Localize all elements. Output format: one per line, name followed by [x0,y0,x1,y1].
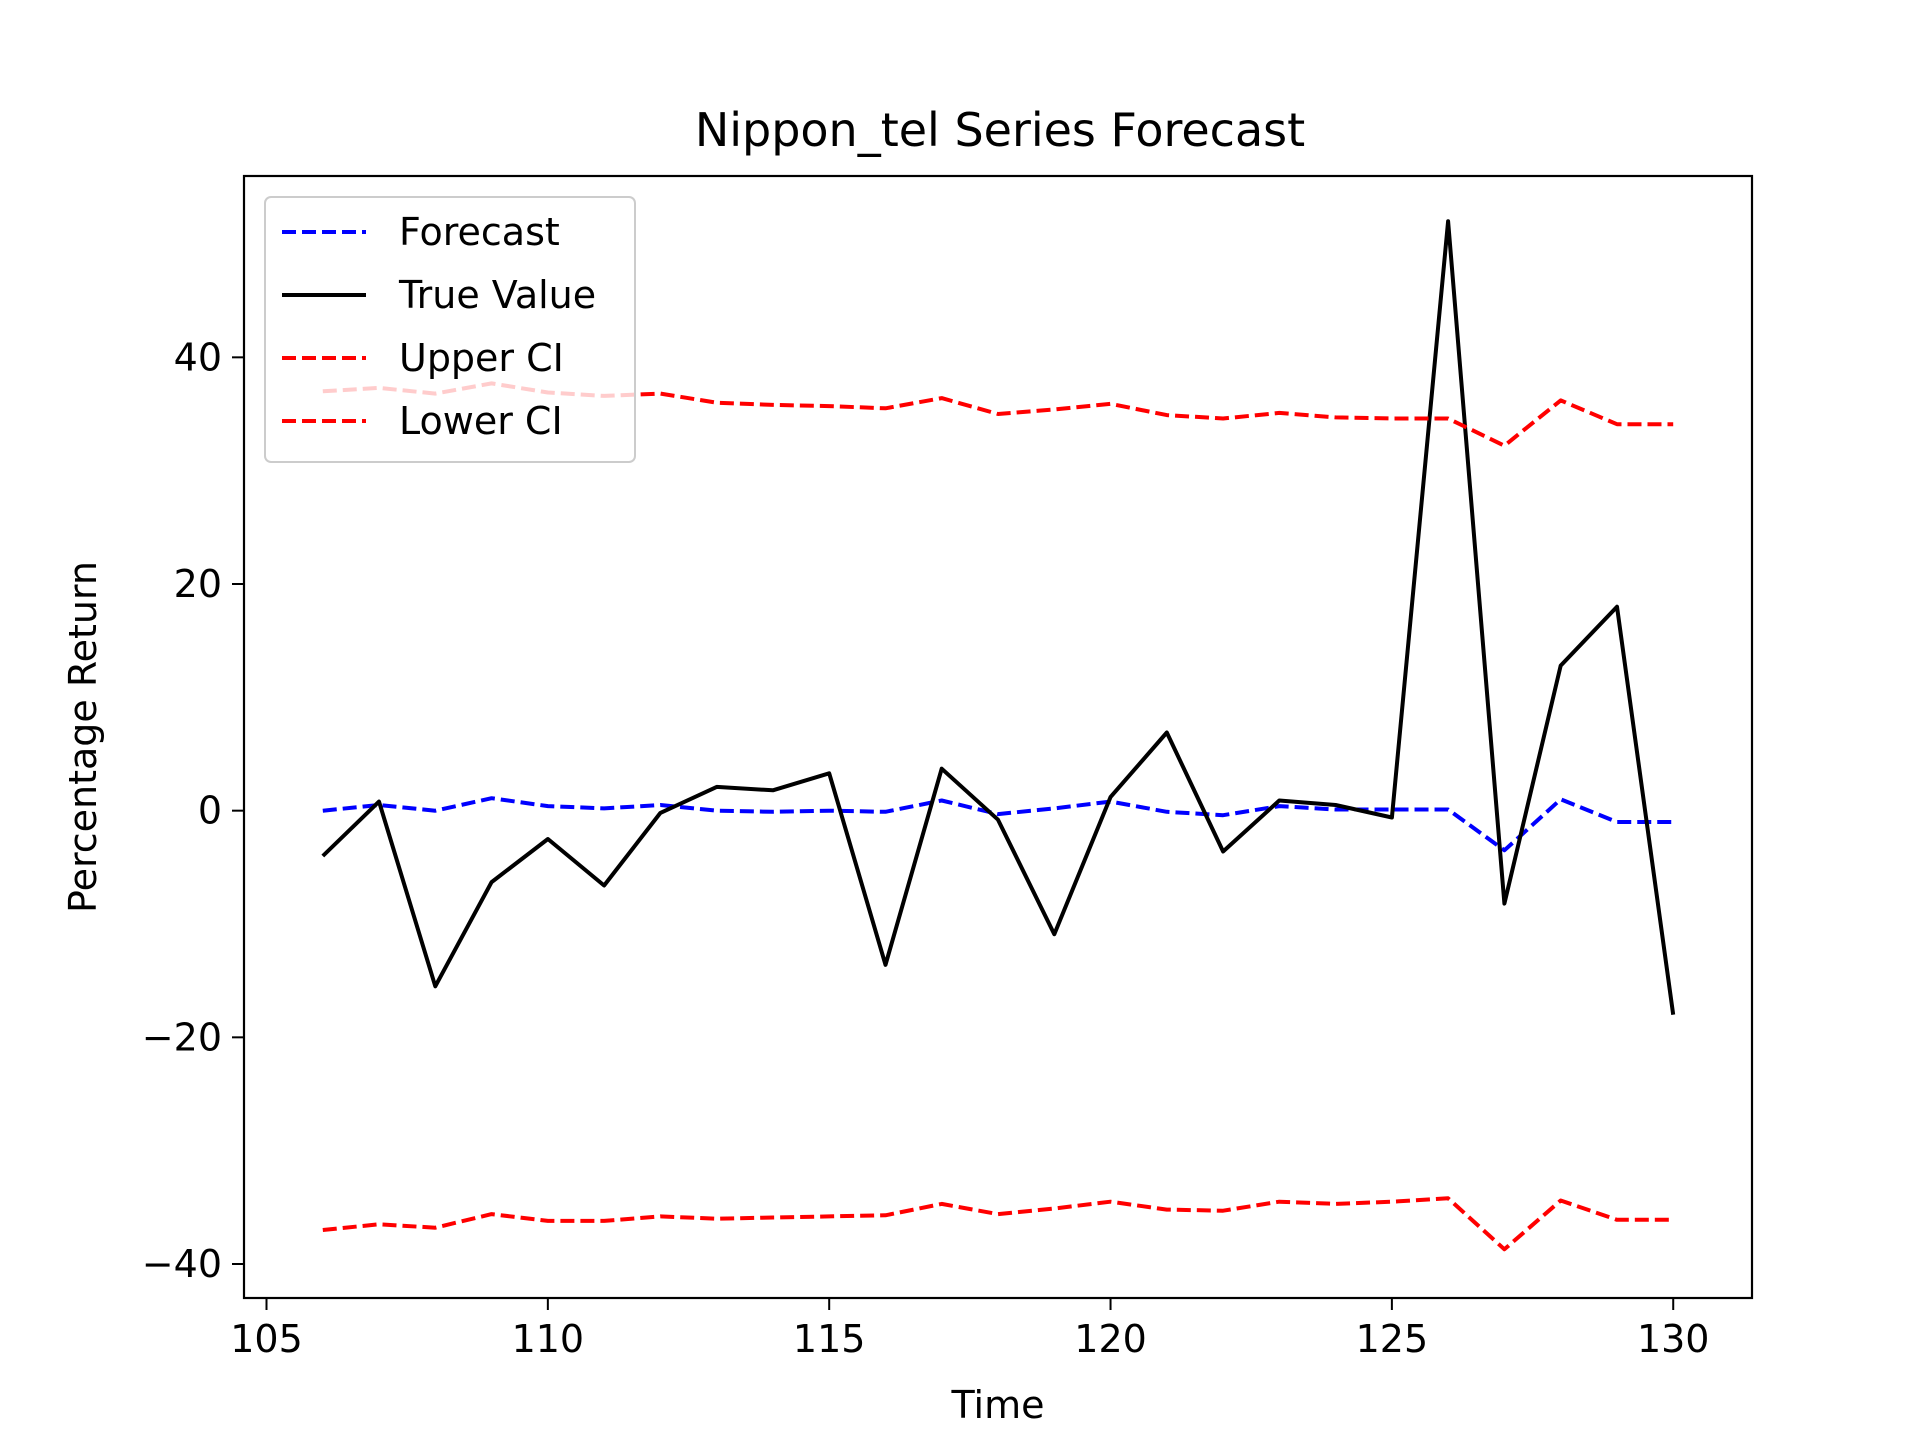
legend-box [264,196,636,463]
y-tick-label: −20 [142,1015,222,1059]
x-tick-label: 110 [512,1317,585,1361]
series-line-lower-ci [322,1196,1674,1252]
chart-title: Nippon_tel Series Forecast [695,103,1305,157]
x-tick-label: 125 [1356,1317,1429,1361]
y-tick-label: 0 [198,789,222,833]
x-tick-label: 105 [230,1317,303,1361]
legend-label-upper-ci: Upper CI [399,336,564,380]
series-line-true-value [321,219,1676,1015]
x-tick-label: 120 [1074,1317,1147,1361]
y-axis: −40 −20 0 20 40 [142,335,244,1286]
legend: Forecast True Value Upper CI Lower CI [264,196,636,463]
series-line-forecast [322,796,1674,853]
legend-label-forecast: Forecast [399,210,560,254]
y-tick-label: 20 [174,562,222,606]
legend-label-lower-ci: Lower CI [399,399,563,443]
x-tick-label: 130 [1637,1317,1710,1361]
y-tick-label: 40 [174,335,222,379]
x-tick-label: 115 [793,1317,866,1361]
x-axis-title: Time [951,1383,1045,1427]
legend-label-true-value: True Value [398,273,596,317]
y-axis-title: Percentage Return [61,561,105,913]
y-tick-label: −40 [142,1242,222,1286]
axes-frame [242,174,1754,1300]
x-axis: 105 110 115 120 125 130 [230,1298,1709,1361]
